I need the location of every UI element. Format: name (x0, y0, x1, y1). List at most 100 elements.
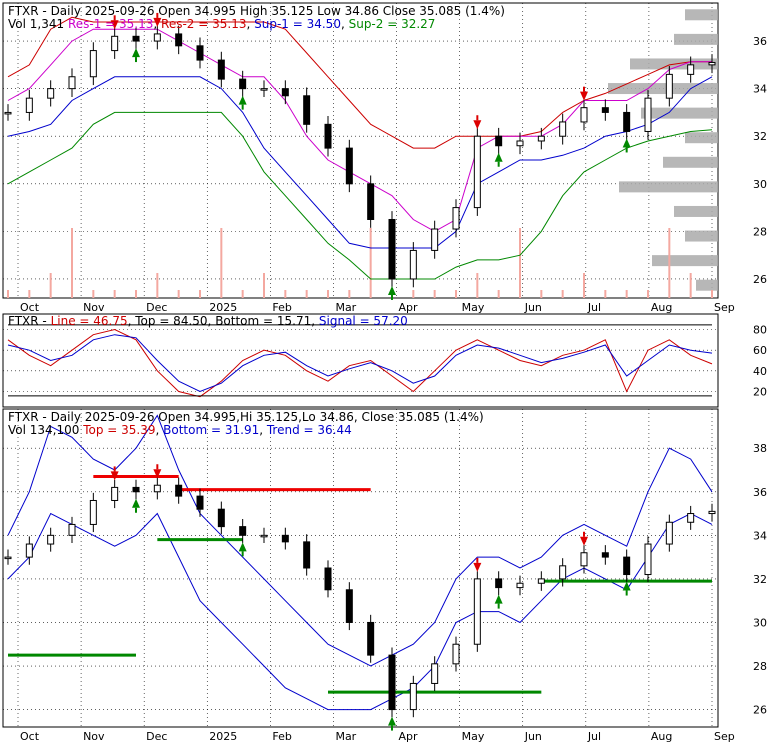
volume-bar (71, 228, 73, 298)
price-body (324, 123, 332, 149)
price-body (388, 218, 396, 280)
y-tick-label: 36 (753, 486, 767, 499)
osc-signal-legend: Signal = 57.20 (319, 314, 408, 328)
y-tick-label: 30 (753, 616, 767, 629)
x-tick-label: Dec (146, 301, 167, 314)
price-body (89, 50, 97, 78)
price-body (4, 111, 12, 115)
trend-price-body (601, 552, 609, 558)
trend-price-body (431, 663, 439, 684)
y-tick-label: 80 (753, 324, 767, 337)
x-tick-label: Apr (399, 730, 419, 743)
y-tick-label: 32 (753, 573, 767, 586)
price-body (153, 33, 161, 42)
signal-arrows (110, 12, 631, 731)
x-tick-label: 2025 (209, 730, 237, 743)
price-body (516, 140, 524, 147)
price-body (452, 207, 460, 230)
y-tick-label: 32 (753, 130, 767, 143)
trend-price-body (111, 486, 119, 501)
trend-price-body (409, 682, 417, 711)
osc-ticker: FTXR (8, 314, 39, 328)
price-body (409, 249, 417, 280)
x-tick-label: Apr (399, 301, 419, 314)
volume-profile-bar (685, 230, 718, 242)
sup2-line (7, 111, 713, 280)
x-tick-label: Mar (335, 301, 356, 314)
volume-profile-bar (685, 9, 718, 21)
sup1-legend: Sup-1 = 34.50 (254, 17, 341, 31)
sell-arrow (153, 17, 162, 27)
volume-bar (113, 290, 116, 298)
y-tick-label: 34 (753, 529, 767, 542)
price-body (644, 97, 652, 132)
grid-layer (3, 3, 718, 727)
sell-arrow (473, 562, 482, 572)
x-tick-label: Jun (524, 301, 542, 314)
volume-bar (433, 290, 436, 298)
trend-panel-frame (2, 408, 719, 728)
trend-ohlc: Daily 2025-09-26 Open 34.995,Hi 35.125,L… (51, 410, 484, 424)
osc-header: FTXR - Line = 46.75, Top = 84.50, Bottom… (8, 314, 408, 328)
y-tick-label: 60 (753, 344, 767, 357)
oscillator-panel-frame (2, 313, 719, 408)
volume-bar (668, 228, 671, 298)
volume-bar (199, 290, 201, 298)
x-tick-label: May (462, 730, 485, 743)
trend-ticker: FTXR (8, 410, 39, 424)
buy-arrow (494, 152, 503, 162)
trend-volume: Vol 134,100 (8, 423, 79, 437)
volume-bar (369, 228, 372, 298)
res1-line (7, 28, 712, 232)
trend-price-body (537, 578, 545, 584)
res2-legend: Res-2 = 35.13 (161, 17, 246, 31)
volume-bar (497, 290, 500, 298)
volume-bar (135, 290, 137, 298)
price-body (111, 35, 119, 52)
price-body (665, 73, 673, 99)
trend-price-body (687, 513, 695, 523)
trend-price-body (345, 589, 353, 623)
trend-price-body (281, 534, 289, 543)
sell-arrow (580, 91, 588, 101)
y-tick-label: 34 (753, 83, 767, 96)
price-body (68, 76, 76, 90)
x-tick-label: Nov (83, 730, 105, 743)
trend-price-body (303, 541, 311, 569)
volume-bar (583, 273, 585, 298)
volume-bar (647, 290, 649, 298)
volume-bar (241, 290, 244, 298)
indicator-lines (7, 16, 713, 711)
volume-bar (519, 228, 521, 298)
price-body (175, 33, 183, 47)
trend-price-body (175, 484, 183, 497)
trend-price-body (153, 484, 161, 493)
volume-bar (711, 290, 713, 298)
volume-bar (156, 273, 159, 298)
y-tick-label: 26 (753, 704, 767, 717)
trend-price-body (324, 567, 332, 591)
sup1-line (7, 76, 713, 249)
volume-bar (177, 290, 180, 298)
osc-top-legend: Top = 84.50 (134, 314, 207, 328)
trend-top-legend: Top = 35.39 (82, 423, 155, 437)
trend-price-body (217, 508, 225, 528)
x-tick-label: Aug (651, 301, 672, 314)
trend-header-line1: FTXR - Daily 2025-09-26 Open 34.995,Hi 3… (8, 410, 484, 424)
y-tick-label: 26 (753, 273, 767, 286)
trend-price-body (623, 556, 631, 576)
sell-arrow (580, 536, 588, 546)
y-tick-label: 28 (753, 225, 767, 238)
price-body (260, 88, 268, 91)
price-body (687, 64, 695, 75)
volume-profile-bar (652, 255, 718, 267)
price-body (281, 88, 289, 97)
trend-trend-legend: Trend = 36.44 (266, 423, 352, 437)
volume-bar (263, 273, 265, 298)
volume-profile-bar (685, 132, 718, 144)
x-tick-label: May (462, 301, 485, 314)
y-tick-label: 20 (753, 386, 767, 399)
x-tick-label: Jun (524, 730, 542, 743)
volume-profile-bar (663, 156, 718, 168)
